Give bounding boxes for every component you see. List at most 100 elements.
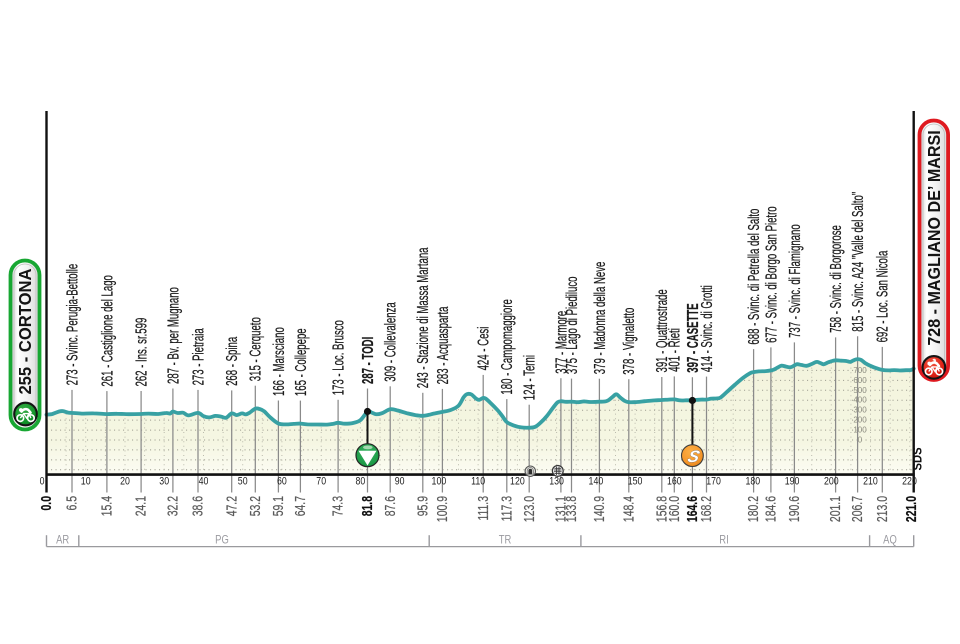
svg-text:375 - Lago di Piediluco: 375 - Lago di Piediluco — [562, 276, 580, 374]
svg-text:377 - Marmore: 377 - Marmore — [552, 311, 570, 374]
svg-text:210: 210 — [863, 475, 878, 487]
svg-text:700: 700 — [853, 366, 867, 375]
svg-text:130: 130 — [549, 475, 564, 487]
svg-text:74.3: 74.3 — [330, 496, 346, 516]
svg-text:300: 300 — [853, 406, 867, 415]
svg-text:166 - Marsciano: 166 - Marsciano — [269, 327, 287, 396]
svg-text:S: S — [686, 447, 702, 466]
svg-text:124 - Terni: 124 - Terni — [520, 355, 538, 400]
svg-text:180 - Campomaggiore: 180 - Campomaggiore — [498, 299, 516, 394]
svg-text:391 - Quattrostrade: 391 - Quattrostrade — [653, 289, 671, 372]
svg-text:70: 70 — [316, 475, 326, 487]
svg-text:190: 190 — [785, 475, 800, 487]
svg-text:80: 80 — [356, 475, 366, 487]
svg-text:PG: PG — [215, 534, 229, 547]
svg-text:815 - Svinc. A24 "Valle del Sa: 815 - Svinc. A24 "Valle del Salto" — [849, 191, 867, 331]
svg-text:120: 120 — [510, 475, 525, 487]
svg-text:728 - MAGLIANO DE’ MARSI: 728 - MAGLIANO DE’ MARSI — [924, 130, 944, 345]
svg-text:180: 180 — [745, 475, 760, 487]
svg-text:378 - Vignaletto: 378 - Vignaletto — [620, 308, 638, 375]
svg-text:737 - Svinc. di Flamignano: 737 - Svinc. di Flamignano — [785, 224, 803, 338]
svg-text:TR: TR — [499, 534, 512, 547]
svg-text:200: 200 — [824, 475, 839, 487]
svg-text:64.7: 64.7 — [292, 496, 308, 516]
svg-text:15.4: 15.4 — [99, 496, 115, 516]
svg-text:273 - Svinc. Perugia-Bettolle: 273 - Svinc. Perugia-Bettolle — [63, 264, 81, 386]
svg-text:30: 30 — [159, 475, 169, 487]
svg-text:150: 150 — [628, 475, 643, 487]
svg-text:692 - Loc. San Nicola: 692 - Loc. San Nicola — [873, 250, 891, 342]
svg-text:261 - Castiglione del Lago: 261 - Castiglione del Lago — [98, 275, 116, 386]
svg-text:400: 400 — [853, 396, 867, 405]
svg-text:221.0: 221.0 — [903, 496, 919, 522]
svg-text:273 - Pietraia: 273 - Pietraia — [189, 328, 207, 386]
svg-text:123.0: 123.0 — [521, 496, 537, 522]
svg-text:220: 220 — [902, 475, 917, 487]
svg-text:287 - TODI: 287 - TODI — [358, 337, 376, 384]
svg-text:140.9: 140.9 — [591, 496, 607, 522]
svg-text:117.3: 117.3 — [499, 496, 515, 521]
svg-text:0: 0 — [40, 475, 45, 487]
svg-text:379 - Madonna della Neve: 379 - Madonna della Neve — [590, 262, 608, 375]
svg-text:10: 10 — [81, 475, 91, 487]
svg-text:268 - Spina: 268 - Spina — [223, 336, 241, 386]
svg-text:90: 90 — [395, 475, 405, 487]
svg-text:180.2: 180.2 — [746, 496, 762, 522]
svg-text:47.2: 47.2 — [224, 496, 240, 516]
svg-text:20: 20 — [120, 475, 130, 487]
svg-text:50: 50 — [238, 475, 248, 487]
svg-text:24.1: 24.1 — [133, 496, 149, 516]
svg-text:401 - Rieti: 401 - Rieti — [665, 328, 683, 372]
svg-text:206.7: 206.7 — [850, 496, 866, 522]
svg-text:59.1: 59.1 — [270, 496, 286, 516]
svg-text:168.2: 168.2 — [698, 496, 714, 522]
svg-text:140: 140 — [589, 475, 604, 487]
svg-text:156.8: 156.8 — [654, 496, 670, 522]
svg-text:164.6: 164.6 — [684, 496, 700, 522]
svg-text:RI: RI — [719, 534, 728, 547]
svg-text:131.1: 131.1 — [553, 496, 569, 522]
svg-text:170: 170 — [706, 475, 721, 487]
svg-text:AR: AR — [56, 534, 69, 547]
svg-text:200: 200 — [853, 416, 867, 425]
svg-text:243 - Stazione di Massa Martan: 243 - Stazione di Massa Martana — [414, 247, 432, 388]
svg-text:309 - Collevalenza: 309 - Collevalenza — [381, 302, 399, 382]
svg-text:87.6: 87.6 — [382, 496, 398, 516]
svg-text:0: 0 — [858, 436, 863, 445]
svg-text:397 - CASETTE: 397 - CASETTE — [683, 303, 701, 373]
svg-text:677 - Svinc. di Borgo San Piet: 677 - Svinc. di Borgo San Pietro — [762, 206, 780, 343]
svg-text:600: 600 — [853, 376, 867, 385]
svg-text:148.4: 148.4 — [621, 496, 637, 522]
svg-text:287 - Bv. per Mugnano: 287 - Bv. per Mugnano — [164, 287, 182, 384]
svg-text:262 - Ins. sr.599: 262 - Ins. sr.599 — [132, 318, 150, 387]
svg-text:0.0: 0.0 — [38, 496, 54, 511]
svg-text:111.3: 111.3 — [475, 496, 491, 521]
svg-text:165 - Collepepe: 165 - Collepepe — [291, 328, 309, 396]
svg-text:6.5: 6.5 — [64, 496, 80, 511]
svg-text:758 - Svinc. di Borgorose: 758 - Svinc. di Borgorose — [827, 225, 845, 333]
svg-text:32.2: 32.2 — [165, 496, 181, 516]
svg-text:81.8: 81.8 — [359, 496, 375, 516]
svg-text:40: 40 — [199, 475, 209, 487]
svg-text:100.9: 100.9 — [434, 496, 450, 522]
svg-text:190.6: 190.6 — [786, 496, 802, 522]
svg-text:53.2: 53.2 — [247, 496, 263, 516]
svg-text:95.9: 95.9 — [415, 496, 431, 516]
svg-text:283 - Acquasparta: 283 - Acquasparta — [433, 306, 451, 385]
svg-text:201.1: 201.1 — [828, 496, 844, 522]
svg-text:100: 100 — [853, 426, 867, 435]
svg-text:110: 110 — [471, 475, 485, 487]
svg-text:688 - Svinc. di Petrella del S: 688 - Svinc. di Petrella del Salto — [745, 209, 763, 345]
svg-text:213.0: 213.0 — [874, 496, 890, 522]
svg-text:424 - Cesi: 424 - Cesi — [474, 327, 492, 371]
svg-text:315 - Cerqueto: 315 - Cerqueto — [246, 317, 264, 381]
svg-text:100: 100 — [432, 475, 447, 487]
svg-text:133.8: 133.8 — [563, 496, 579, 522]
svg-text:414 - Svinc. di Grotti: 414 - Svinc. di Grotti — [697, 285, 715, 372]
svg-text:38.6: 38.6 — [190, 496, 206, 516]
svg-text:173 - Loc. Brusco: 173 - Loc. Brusco — [329, 320, 347, 395]
svg-text:AQ: AQ — [883, 534, 897, 547]
svg-text:SDS: SDS — [910, 447, 925, 470]
svg-text:255 - CORTONA: 255 - CORTONA — [16, 268, 35, 394]
svg-text:60: 60 — [277, 475, 287, 487]
